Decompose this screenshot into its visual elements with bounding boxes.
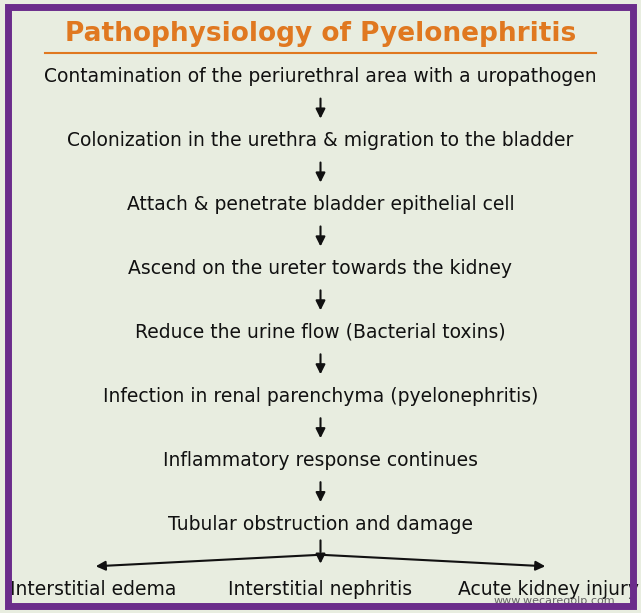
Text: www.wecaregolp.com: www.wecaregolp.com [494,596,615,606]
Text: Reduce the urine flow (Bacterial toxins): Reduce the urine flow (Bacterial toxins) [135,323,506,342]
Text: Attach & penetrate bladder epithelial cell: Attach & penetrate bladder epithelial ce… [127,195,514,214]
Text: Pathophysiology of Pyelonephritis: Pathophysiology of Pyelonephritis [65,21,576,47]
Text: Interstitial edema: Interstitial edema [10,581,176,599]
Text: Colonization in the urethra & migration to the bladder: Colonization in the urethra & migration … [67,131,574,150]
Text: Infection in renal parenchyma (pyelonephritis): Infection in renal parenchyma (pyeloneph… [103,387,538,406]
Text: Acute kidney injury: Acute kidney injury [458,581,638,599]
Text: Ascend on the ureter towards the kidney: Ascend on the ureter towards the kidney [128,259,513,278]
Text: Tubular obstruction and damage: Tubular obstruction and damage [168,515,473,533]
Text: Inflammatory response continues: Inflammatory response continues [163,451,478,470]
Text: Contamination of the periurethral area with a uropathogen: Contamination of the periurethral area w… [44,67,597,86]
Text: Interstitial nephritis: Interstitial nephritis [228,581,413,599]
